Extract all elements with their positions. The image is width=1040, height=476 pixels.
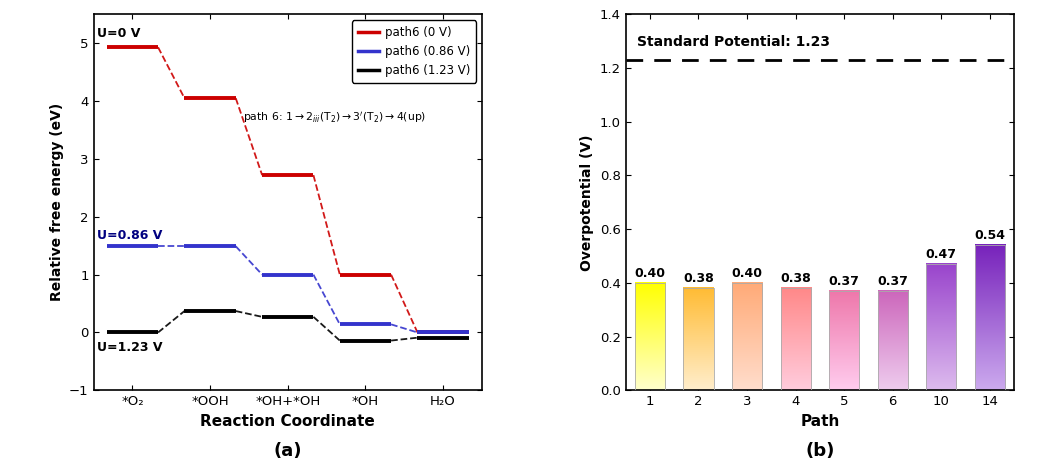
Bar [732,283,762,390]
Bar [683,288,713,390]
Text: U=0.86 V: U=0.86 V [98,228,163,242]
Text: 0.38: 0.38 [683,272,713,285]
X-axis label: Reaction Coordinate: Reaction Coordinate [201,414,375,429]
Y-axis label: Relative free energy (eV): Relative free energy (eV) [50,103,63,301]
Text: 0.40: 0.40 [731,267,762,280]
Legend: path6 (0 V), path6 (0.86 V), path6 (1.23 V): path6 (0 V), path6 (0.86 V), path6 (1.23… [352,20,476,83]
Text: path 6: 1$\rightarrow$2$_{iii}$(T$_2$)$\rightarrow$3$'$(T$_2$)$\rightarrow$4(up): path 6: 1$\rightarrow$2$_{iii}$(T$_2$)$\… [242,110,426,125]
Bar [780,288,810,390]
Bar [878,291,908,390]
Bar [829,291,859,390]
Text: 0.38: 0.38 [780,272,811,285]
Text: 0.54: 0.54 [974,229,1006,242]
Text: 0.37: 0.37 [829,275,859,288]
Text: U=0 V: U=0 V [98,27,140,40]
Text: 0.47: 0.47 [926,248,957,261]
Text: Standard Potential: 1.23: Standard Potential: 1.23 [638,35,830,49]
Text: U=1.23 V: U=1.23 V [98,341,163,354]
Text: (b): (b) [805,442,834,460]
Text: (a): (a) [274,442,302,460]
Text: 0.37: 0.37 [877,275,908,288]
Bar [974,245,1005,390]
Y-axis label: Overpotential (V): Overpotential (V) [580,134,594,270]
Bar [634,283,665,390]
Bar [927,264,956,390]
X-axis label: Path: Path [800,414,839,429]
Text: 0.40: 0.40 [634,267,666,280]
